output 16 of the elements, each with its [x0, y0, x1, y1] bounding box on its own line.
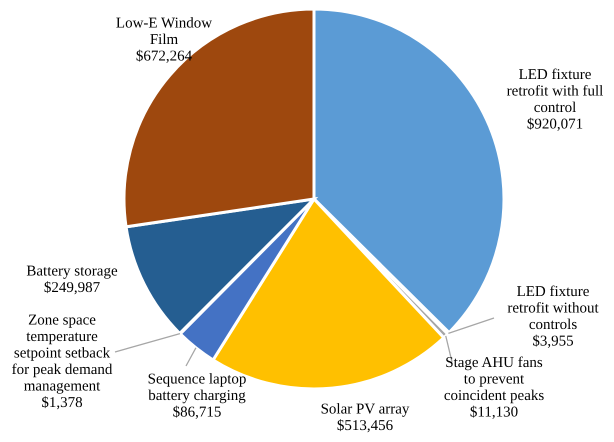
data-label: $86,715	[172, 404, 222, 420]
data-label: $672,264	[136, 48, 193, 64]
slice-label: LED fixture retrofit with full control	[506, 67, 604, 116]
data-label: $11,130	[470, 404, 518, 420]
slice-label: Low-E Window Film	[116, 15, 212, 48]
data-label: $920,071	[526, 116, 584, 132]
slice-label: Solar PV array	[320, 402, 410, 418]
data-label: $3,955	[532, 334, 574, 350]
data-label: $249,987	[44, 280, 101, 296]
slice-label: Zone space temperature setpoint setback for peak demand management	[12, 312, 113, 394]
slice-label: Battery storage	[26, 264, 118, 280]
slice-label: LED fixture retrofit without controls	[507, 284, 600, 333]
data-label: $1,378	[41, 395, 83, 411]
data-label: $513,456	[336, 418, 394, 434]
slice-label: Sequence laptop battery charging	[148, 371, 246, 404]
slice-label: Stage AHU fans to prevent coincident peaks	[444, 355, 544, 404]
